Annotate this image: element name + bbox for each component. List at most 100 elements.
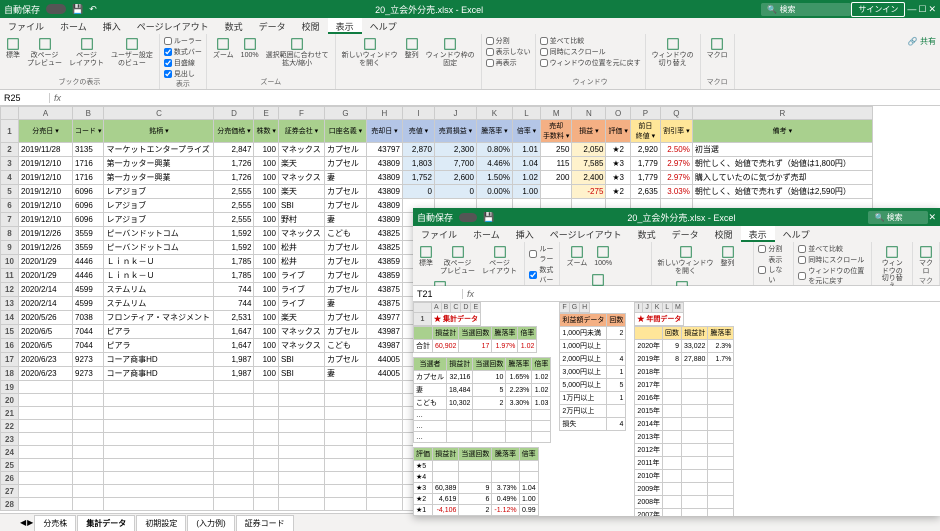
cell[interactable]: 100 bbox=[254, 241, 278, 255]
cell[interactable]: 100 bbox=[254, 283, 278, 297]
menu-校閲[interactable]: 校閲 bbox=[294, 18, 328, 34]
cell[interactable]: 1716 bbox=[73, 157, 104, 171]
cell[interactable]: フロンティア・マネジメント bbox=[104, 311, 214, 325]
cell[interactable]: 2,555 bbox=[214, 185, 254, 199]
cell[interactable]: 0.00% bbox=[476, 185, 512, 199]
cell[interactable]: ★2 bbox=[606, 143, 630, 157]
check-再表示[interactable]: 再表示 bbox=[486, 58, 531, 68]
ribbon-選択範囲に合わせて拡大/縮小[interactable]: 選択範囲に合わせて拡大/縮小 bbox=[264, 36, 331, 68]
fx-icon[interactable]: fx bbox=[50, 93, 65, 103]
cell[interactable]: 松井 bbox=[278, 255, 324, 269]
cell[interactable]: マネックス bbox=[278, 171, 324, 185]
cell[interactable]: マネックス bbox=[278, 143, 324, 157]
cell[interactable]: 744 bbox=[214, 297, 254, 311]
cell[interactable]: 43825 bbox=[366, 227, 402, 241]
menu-ファイル[interactable]: ファイル bbox=[413, 226, 465, 242]
menu-挿入[interactable]: 挿入 bbox=[95, 18, 129, 34]
ribbon-整列[interactable]: 整列 bbox=[719, 244, 737, 276]
cell[interactable]: カプセル bbox=[324, 241, 366, 255]
check-ウィンドウの位置を元に戻す[interactable]: ウィンドウの位置を元に戻す bbox=[540, 58, 641, 68]
cell[interactable]: 購入していたのに気づかず売却 bbox=[692, 171, 872, 185]
check-ルーラー[interactable]: ルーラー bbox=[164, 36, 202, 46]
header-cell[interactable]: コード ▾ bbox=[73, 120, 104, 143]
cell[interactable]: 2019/12/10 bbox=[19, 213, 73, 227]
ribbon-ウィンドウ枠の固定[interactable]: ウィンドウ枠の固定 bbox=[424, 36, 477, 68]
col-I[interactable]: I bbox=[402, 107, 434, 120]
sheet-tab-集計データ[interactable]: 集計データ bbox=[77, 515, 135, 531]
cell[interactable]: レアジョブ bbox=[104, 213, 214, 227]
cell[interactable]: 43809 bbox=[366, 171, 402, 185]
header-cell[interactable]: 備考 ▾ bbox=[692, 120, 872, 143]
check-数式バー[interactable]: 数式バー bbox=[164, 47, 202, 57]
header-cell[interactable]: 割引率 ▾ bbox=[660, 120, 692, 143]
menu-ヘルプ[interactable]: ヘルプ bbox=[775, 226, 818, 242]
cell[interactable]: 100 bbox=[254, 255, 278, 269]
close-icon[interactable]: ✕ bbox=[928, 4, 936, 15]
cell[interactable]: 2,400 bbox=[572, 171, 606, 185]
cell[interactable]: ★3 bbox=[606, 157, 630, 171]
cell[interactable]: 43809 bbox=[366, 157, 402, 171]
cell[interactable]: 2020/1/29 bbox=[19, 255, 73, 269]
cell[interactable]: 楽天 bbox=[278, 157, 324, 171]
cell[interactable]: 朝忙しく、始値で売れず（始値は2,590円） bbox=[692, 185, 872, 199]
cell[interactable]: SBI bbox=[278, 367, 324, 381]
cell[interactable]: Ｌｉｎｋ－Ｕ bbox=[104, 269, 214, 283]
cell[interactable]: 2,847 bbox=[214, 143, 254, 157]
cell[interactable]: 2020/6/5 bbox=[19, 339, 73, 353]
header-cell[interactable]: 売却手数料 ▾ bbox=[540, 120, 571, 143]
col-H[interactable]: H bbox=[366, 107, 402, 120]
col-N[interactable]: N bbox=[572, 107, 606, 120]
cell[interactable]: 43987 bbox=[366, 325, 402, 339]
check-同時にスクロール[interactable]: 同時にスクロール bbox=[540, 47, 641, 57]
cell[interactable]: 1,987 bbox=[214, 367, 254, 381]
cell[interactable]: 1,785 bbox=[214, 269, 254, 283]
cell[interactable]: 1,647 bbox=[214, 325, 254, 339]
cell[interactable]: 0 bbox=[434, 185, 476, 199]
ribbon-100%[interactable]: 100% bbox=[592, 244, 614, 269]
menu-データ[interactable]: データ bbox=[664, 226, 707, 242]
check-並べて比較[interactable]: 並べて比較 bbox=[540, 36, 641, 46]
cell[interactable]: 2020/2/14 bbox=[19, 283, 73, 297]
ribbon-ズーム[interactable]: ズーム bbox=[211, 36, 236, 68]
cell[interactable]: コーア商事HD bbox=[104, 367, 214, 381]
ribbon-改ページプレビュー[interactable]: 改ページプレビュー bbox=[438, 244, 477, 276]
cell[interactable]: 100 bbox=[254, 269, 278, 283]
maximize-icon[interactable]: ☐ bbox=[918, 4, 926, 15]
cell[interactable]: 43809 bbox=[366, 185, 402, 199]
cell[interactable]: 楽天 bbox=[278, 185, 324, 199]
cell[interactable]: 4446 bbox=[73, 269, 104, 283]
cell[interactable]: 1,785 bbox=[214, 255, 254, 269]
cell[interactable]: 1,779 bbox=[630, 157, 660, 171]
cell[interactable]: ステムリム bbox=[104, 283, 214, 297]
cell[interactable]: 1.01 bbox=[512, 143, 540, 157]
ribbon-マクロ[interactable]: マクロ bbox=[917, 244, 935, 276]
header-cell[interactable]: 騰落率 ▾ bbox=[476, 120, 512, 143]
cell[interactable]: 100 bbox=[254, 227, 278, 241]
cell[interactable]: 100 bbox=[254, 311, 278, 325]
sheet-tab-証券コード[interactable]: 証券コード bbox=[236, 515, 294, 531]
cell[interactable]: 1,987 bbox=[214, 353, 254, 367]
menu-挿入[interactable]: 挿入 bbox=[508, 226, 542, 242]
cell[interactable]: 1,726 bbox=[214, 157, 254, 171]
cell[interactable]: 6096 bbox=[73, 199, 104, 213]
ribbon-ウィンドウの切り替え[interactable]: ウィンドウの切り替え bbox=[650, 36, 696, 68]
cell[interactable]: 43825 bbox=[366, 241, 402, 255]
cell[interactable]: 妻 bbox=[324, 367, 366, 381]
cell[interactable]: マネックス bbox=[278, 339, 324, 353]
cell[interactable]: 100 bbox=[254, 157, 278, 171]
cell[interactable]: 2019/11/28 bbox=[19, 143, 73, 157]
cell[interactable]: ピアラ bbox=[104, 325, 214, 339]
check-表示しない[interactable]: 表示しない bbox=[486, 47, 531, 57]
col-A[interactable]: A bbox=[19, 107, 73, 120]
cell[interactable]: 1,803 bbox=[402, 157, 434, 171]
cell[interactable]: 43875 bbox=[366, 283, 402, 297]
cell[interactable]: 43809 bbox=[366, 199, 402, 213]
header-cell[interactable]: 株数 ▾ bbox=[254, 120, 278, 143]
cell[interactable]: 3559 bbox=[73, 241, 104, 255]
cell[interactable]: 2.50% bbox=[660, 143, 692, 157]
cell[interactable]: 7,585 bbox=[572, 157, 606, 171]
ribbon-ズーム[interactable]: ズーム bbox=[564, 244, 589, 269]
cell[interactable]: マーケットエンタープライズ bbox=[104, 143, 214, 157]
cell[interactable]: 2,600 bbox=[434, 171, 476, 185]
cell[interactable]: 2019/12/10 bbox=[19, 185, 73, 199]
